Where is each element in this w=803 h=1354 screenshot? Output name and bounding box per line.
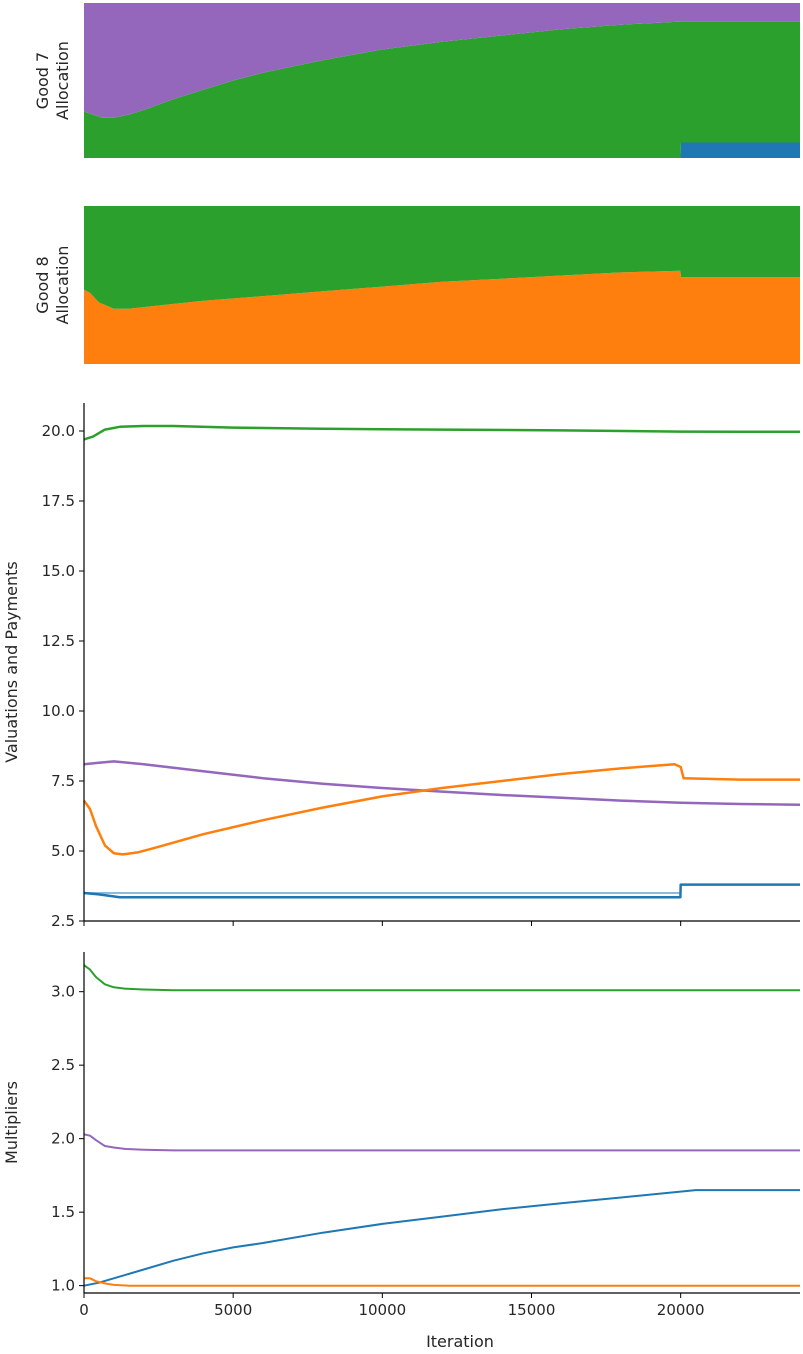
y-tick-label: 1.5 <box>51 1203 75 1221</box>
y-tick-label: 3.0 <box>51 983 75 1001</box>
y-tick-label: 2.5 <box>51 1056 75 1074</box>
x-tick-label: 0 <box>79 1301 89 1319</box>
x-tick-label: 10000 <box>358 1301 406 1319</box>
x-tick-label: 5000 <box>214 1301 252 1319</box>
panel-4: 1.0 1.5 2.0 2.5 3.0 0 5000 10000 15000 20000 Multi… <box>2 952 800 1351</box>
line-series-2 <box>83 760 801 807</box>
y-tick-label: 2.5 <box>51 912 75 930</box>
y-tick-label: 5.0 <box>51 842 75 860</box>
area-series-3 <box>84 3 800 118</box>
line-series-3 <box>83 1189 800 1287</box>
ylabel-line-1: Good 7 <box>33 52 52 109</box>
area-series-1 <box>84 142 800 158</box>
line-series-4 <box>84 1277 800 1287</box>
y-tick-label: 20.0 <box>42 422 75 440</box>
x-tick-label: 15000 <box>508 1301 556 1319</box>
y-tick-label: 15.0 <box>42 562 75 580</box>
area-series-1 <box>84 270 800 364</box>
y-axis-label: Multipliers <box>2 1081 21 1164</box>
panel-3: 2.5 5.0 7.5 10.0 12.5 15.0 17.5 20.0 Valuations … <box>2 403 801 930</box>
x-tick-label: 20000 <box>657 1301 705 1319</box>
line-series-1 <box>83 424 800 441</box>
y-tick-label: 10.0 <box>42 702 75 720</box>
ylabel-line-2: Allocation <box>53 246 72 325</box>
ylabel-line-2: Allocation <box>53 41 72 120</box>
line-series-2 <box>83 1133 800 1152</box>
line-series-1 <box>83 964 800 992</box>
x-axis-label: Iteration <box>426 1332 494 1351</box>
y-tick-label: 1.0 <box>51 1277 75 1295</box>
y-axis-label: Valuations and Payments <box>2 561 21 763</box>
area-series-2 <box>84 206 800 309</box>
y-tick-label: 2.0 <box>51 1130 75 1148</box>
panel-1: Good 7 Allocation <box>33 3 800 158</box>
y-tick-label: 12.5 <box>42 632 75 650</box>
area-series-2 <box>84 21 800 158</box>
y-tick-label: 17.5 <box>42 492 75 510</box>
y-tick-label: 7.5 <box>51 772 75 790</box>
panel-2: Good 8 Allocation <box>33 206 800 364</box>
line-series-3 <box>82 762 800 856</box>
ylabel-line-1: Good 8 <box>33 256 52 313</box>
line-series-5 <box>83 883 800 899</box>
